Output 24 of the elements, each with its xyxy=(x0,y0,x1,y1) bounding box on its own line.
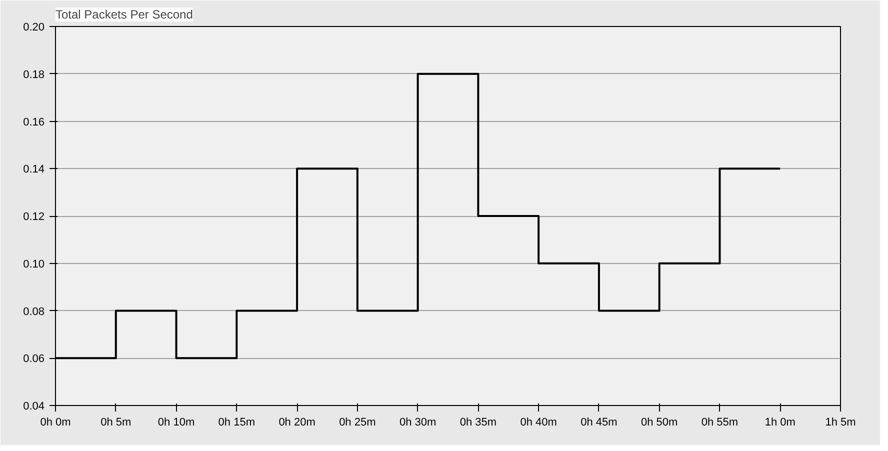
y-tick-label: 0.12 xyxy=(23,211,45,223)
x-tick-label: 0h 0m xyxy=(40,416,71,428)
y-tick-label: 0.20 xyxy=(23,22,45,34)
y-tick-label: 0.08 xyxy=(23,306,45,318)
x-tick-label: 0h 40m xyxy=(520,416,557,428)
y-tick-label: 0.10 xyxy=(23,258,45,270)
chart-title: Total Packets Per Second xyxy=(56,8,193,22)
x-tick-label: 1h 5m xyxy=(825,416,856,428)
x-tick-label: 0h 45m xyxy=(580,416,618,428)
x-tick-label: 0h 35m xyxy=(460,416,497,428)
y-tick-label: 0.14 xyxy=(23,164,45,176)
x-tick-label: 0h 10m xyxy=(158,416,195,428)
x-tick-label: 1h 0m xyxy=(764,416,796,428)
x-tick-label: 0h 15m xyxy=(218,416,256,428)
x-tick-label: 0h 30m xyxy=(399,416,436,428)
x-tick-label: 0h 5m xyxy=(100,416,132,428)
x-tick-label: 0h 20m xyxy=(278,416,316,428)
x-tick-label: 0h 25m xyxy=(339,416,376,428)
y-tick-label: 0.06 xyxy=(23,353,45,366)
x-tick-label: 0h 55m xyxy=(701,416,738,428)
x-tick-label: 0h 50m xyxy=(641,416,678,428)
y-tick-label: 0.18 xyxy=(23,68,45,81)
y-tick-label: 0.16 xyxy=(23,116,45,128)
y-tick-label: 0.04 xyxy=(23,400,45,412)
